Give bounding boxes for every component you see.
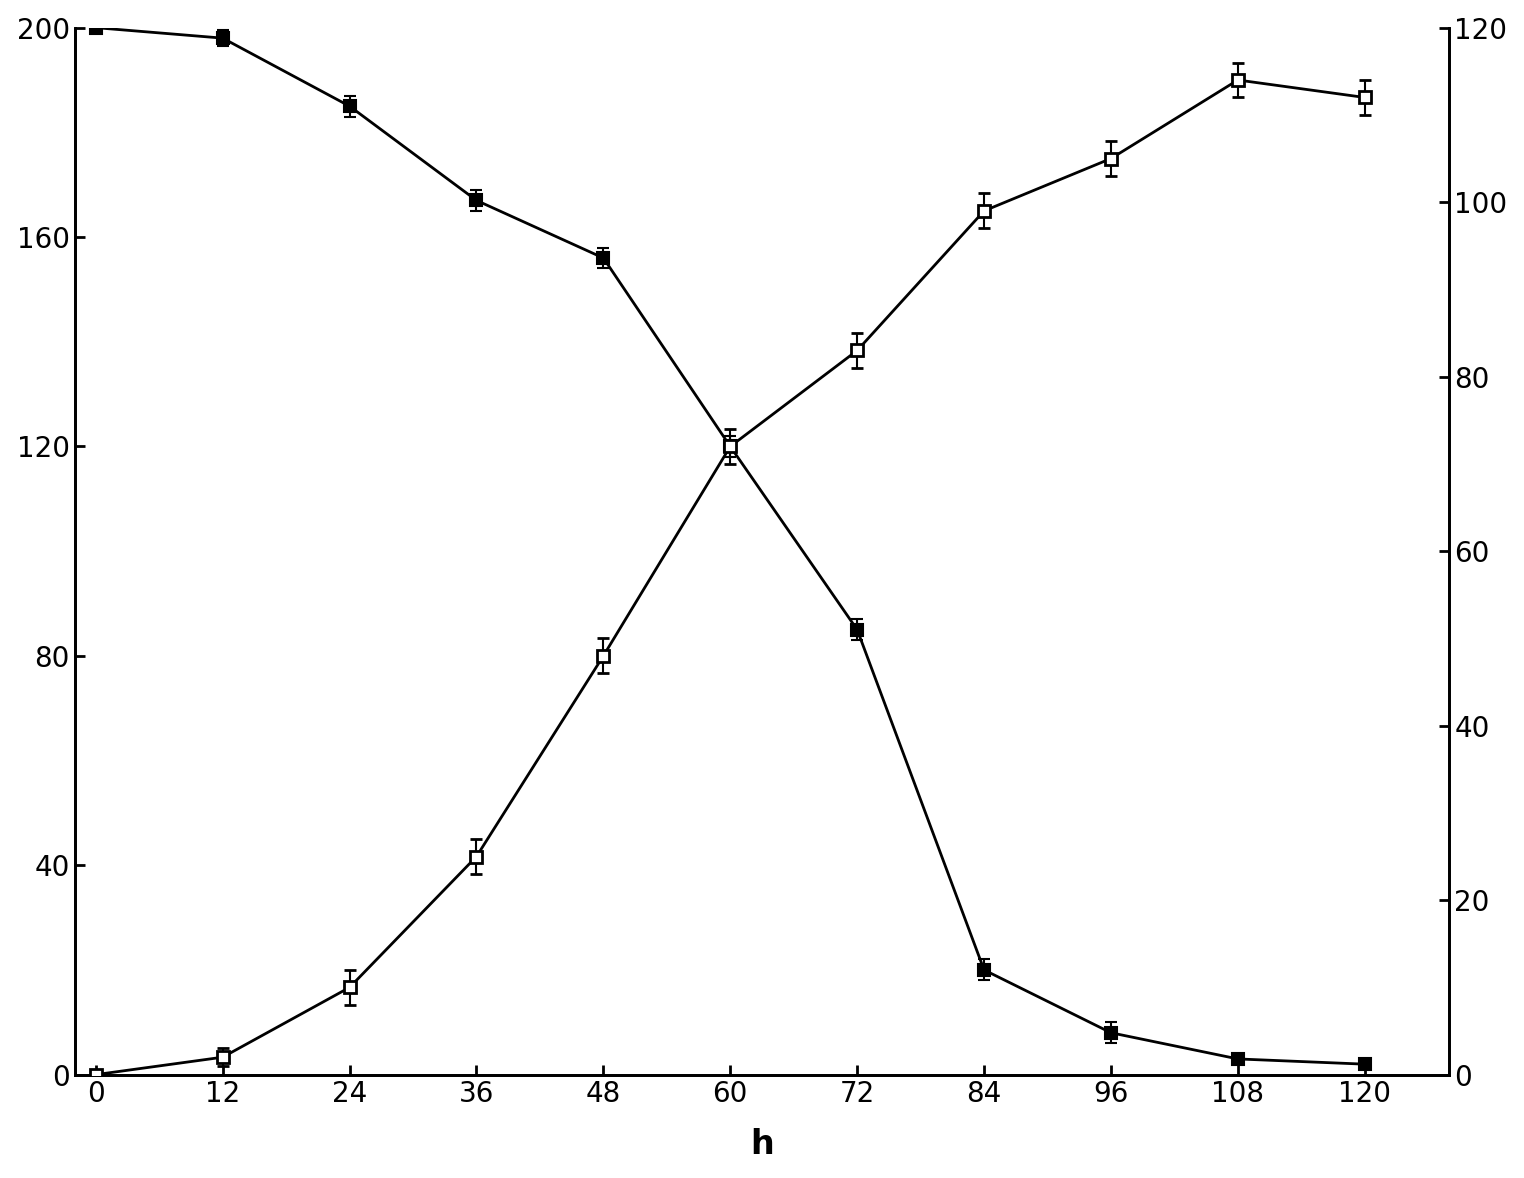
X-axis label: h: h [750,1129,774,1162]
